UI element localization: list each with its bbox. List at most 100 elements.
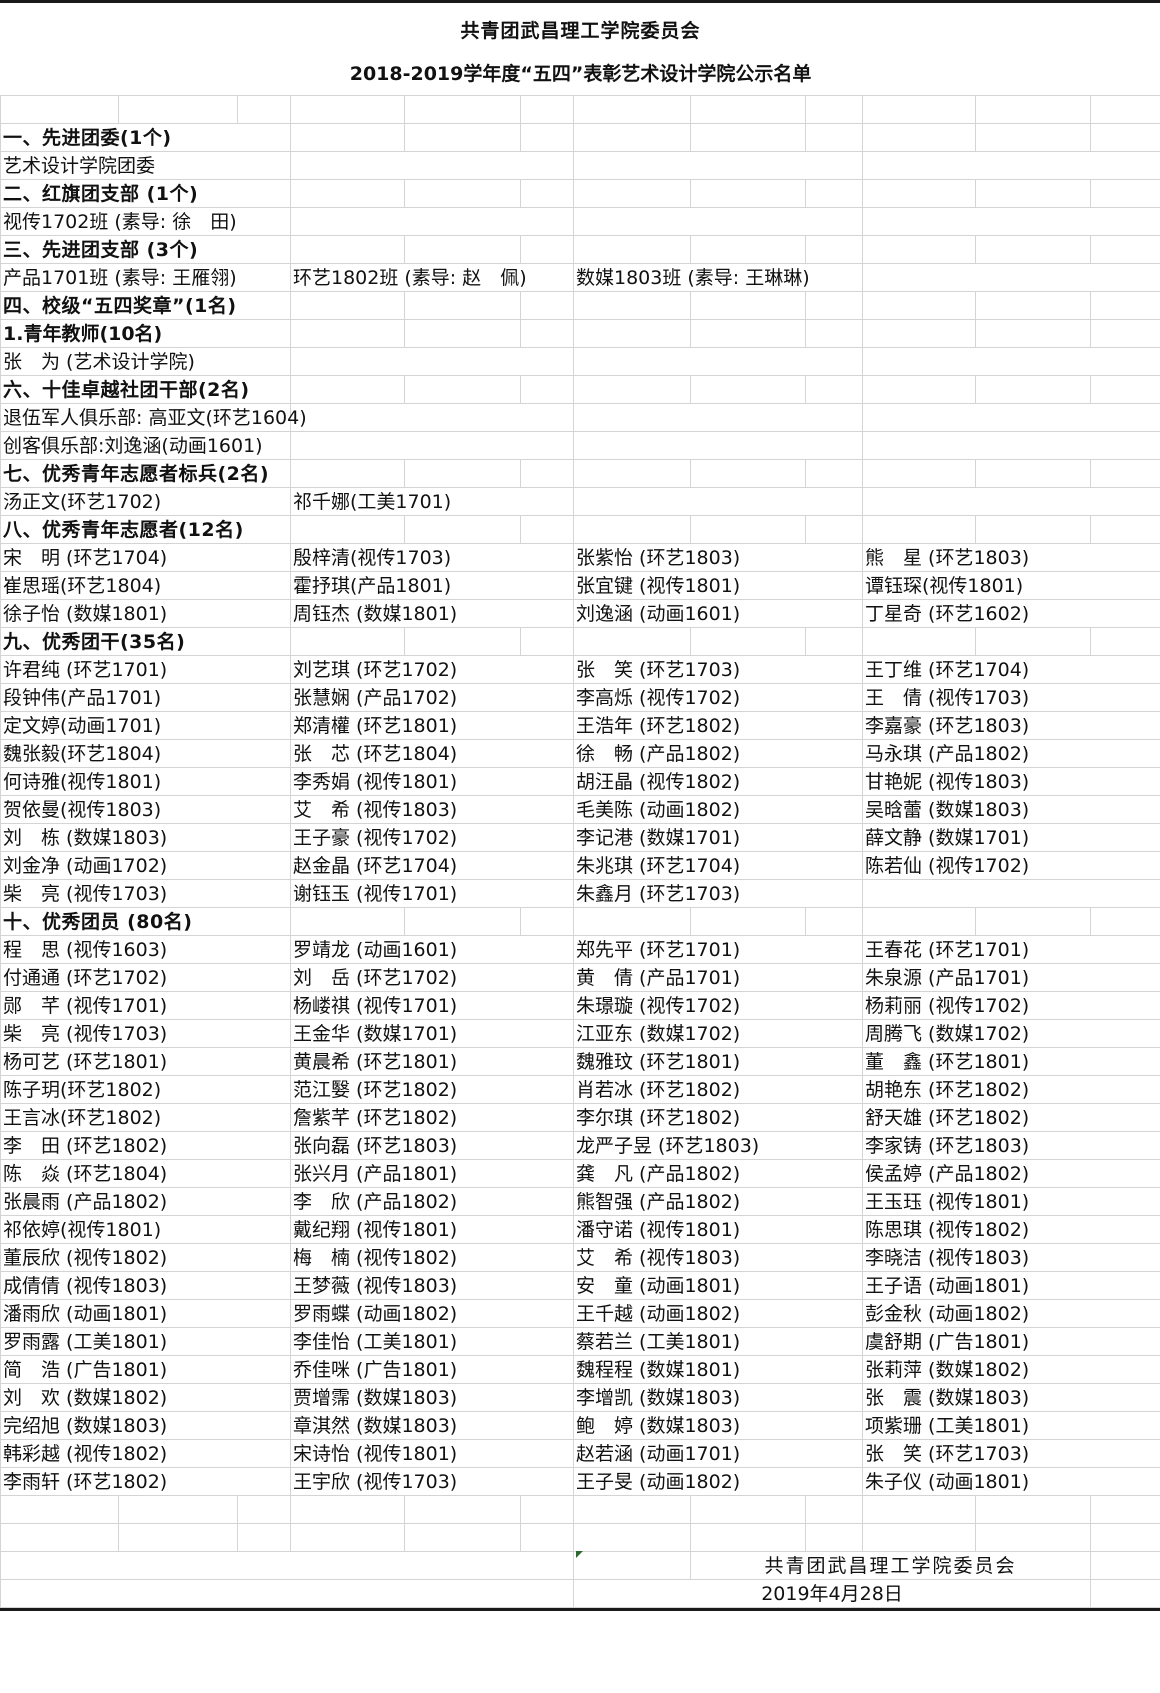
empty-cell[interactable] (690, 95, 806, 124)
award-name-cell[interactable]: 董辰欣 (视传1802) (0, 1243, 291, 1272)
award-name-cell[interactable]: 艾 希 (视传1803) (290, 795, 574, 824)
award-name-cell[interactable]: 艾 希 (视传1803) (573, 1243, 863, 1272)
empty-cell[interactable] (805, 627, 863, 656)
empty-cell[interactable] (0, 1579, 574, 1608)
award-name-cell[interactable]: 张宜键 (视传1801) (573, 571, 863, 600)
award-name-cell[interactable]: 杨可艺 (环艺1801) (0, 1047, 291, 1076)
empty-cell[interactable] (290, 403, 574, 432)
award-name-cell[interactable]: 张 为 (艺术设计学院) (0, 347, 291, 376)
award-name-cell[interactable]: 舒天雄 (环艺1802) (861, 1103, 1160, 1132)
award-name-cell[interactable]: 罗雨露 (工美1801) (0, 1327, 291, 1356)
award-name-cell[interactable]: 胡汪晶 (视传1802) (573, 767, 863, 796)
award-name-cell[interactable]: 李 田 (环艺1802) (0, 1131, 291, 1160)
award-name-cell[interactable]: 张慧娴 (产品1702) (290, 683, 574, 712)
award-name-cell[interactable]: 霍抒琪(产品1801) (290, 571, 574, 600)
award-name-cell[interactable]: 戴纪翔 (视传1801) (290, 1215, 574, 1244)
award-name-cell[interactable]: 李雨轩 (环艺1802) (0, 1467, 291, 1496)
award-name-cell[interactable]: 潘雨欣 (动画1801) (0, 1299, 291, 1328)
award-name-cell[interactable]: 丁星奇 (环艺1602) (861, 599, 1160, 628)
award-name-cell[interactable]: 虞舒期 (广告1801) (861, 1327, 1160, 1356)
award-name-cell[interactable]: 刘艺琪 (环艺1702) (290, 655, 574, 684)
award-name-cell[interactable]: 李高烁 (视传1702) (573, 683, 863, 712)
empty-cell[interactable] (237, 95, 291, 124)
award-name-cell[interactable]: 魏程程 (数媒1801) (573, 1355, 863, 1384)
empty-cell[interactable] (805, 1523, 863, 1552)
award-name-cell[interactable]: 创客俱乐部:刘逸涵(动画1601) (0, 431, 291, 460)
award-name-cell[interactable]: 定文婷(动画1701) (0, 711, 291, 740)
empty-cell[interactable] (862, 291, 976, 320)
empty-cell[interactable] (118, 1495, 238, 1524)
award-name-cell[interactable]: 李家铸 (环艺1803) (861, 1131, 1160, 1160)
empty-cell[interactable] (573, 403, 863, 432)
award-name-cell[interactable]: 薛文静 (数媒1701) (861, 823, 1160, 852)
empty-cell[interactable] (690, 1523, 806, 1552)
award-name-cell[interactable]: 数媒1803班 (素导: 王琳琳) (573, 263, 863, 292)
award-name-cell[interactable]: 熊智强 (产品1802) (573, 1187, 863, 1216)
empty-cell[interactable] (862, 375, 976, 404)
award-name-cell[interactable]: 刘逸涵 (动画1601) (573, 599, 863, 628)
award-name-cell[interactable]: 龚 凡 (产品1802) (573, 1159, 863, 1188)
award-name-cell[interactable]: 李佳怡 (工美1801) (290, 1327, 574, 1356)
award-name-cell[interactable]: 吴晗蕾 (数媒1803) (861, 795, 1160, 824)
empty-cell[interactable] (1089, 123, 1160, 152)
section-heading[interactable]: 六、十佳卓越社团干部(2名) (0, 375, 291, 404)
empty-cell[interactable] (573, 235, 691, 264)
empty-cell[interactable] (573, 291, 691, 320)
award-name-cell[interactable]: 祁依婷(视传1801) (0, 1215, 291, 1244)
empty-cell[interactable] (805, 291, 863, 320)
award-name-cell[interactable]: 崔思瑶(环艺1804) (0, 571, 291, 600)
award-name-cell[interactable]: 罗雨蝶 (动画1802) (290, 1299, 574, 1328)
award-name-cell[interactable]: 李增凯 (数媒1803) (573, 1383, 863, 1412)
empty-cell[interactable] (118, 1523, 238, 1552)
award-name-cell[interactable]: 范江嫛 (环艺1802) (290, 1075, 574, 1104)
empty-cell[interactable] (290, 375, 405, 404)
award-name-cell[interactable]: 视传1702班 (素导: 徐 田) (0, 207, 291, 236)
empty-cell[interactable] (1089, 459, 1160, 488)
empty-cell[interactable] (805, 1495, 863, 1524)
empty-cell[interactable] (0, 1523, 119, 1552)
empty-cell[interactable] (573, 207, 863, 236)
award-name-cell[interactable]: 朱璟璇 (视传1702) (573, 991, 863, 1020)
award-name-cell[interactable]: 郑清權 (环艺1801) (290, 711, 574, 740)
empty-cell[interactable] (975, 235, 1091, 264)
award-name-cell[interactable]: 章淇然 (数媒1803) (290, 1411, 574, 1440)
award-name-cell[interactable]: 王言冰(环艺1802) (0, 1103, 291, 1132)
award-name-cell[interactable]: 刘 岳 (环艺1702) (290, 963, 574, 992)
empty-cell[interactable] (862, 459, 976, 488)
award-name-cell[interactable]: 王子豪 (视传1702) (290, 823, 574, 852)
empty-cell[interactable] (290, 1495, 405, 1524)
empty-cell[interactable] (573, 627, 691, 656)
empty-cell[interactable] (861, 403, 1160, 432)
award-name-cell[interactable]: 徐 畅 (产品1802) (573, 739, 863, 768)
award-name-cell[interactable]: 刘 欢 (数媒1802) (0, 1383, 291, 1412)
empty-cell[interactable] (805, 235, 863, 264)
award-name-cell[interactable]: 殷梓清(视传1703) (290, 543, 574, 572)
empty-cell[interactable] (1089, 1579, 1160, 1608)
award-name-cell[interactable]: 柴 亮 (视传1703) (0, 879, 291, 908)
empty-cell[interactable] (861, 487, 1160, 516)
empty-cell[interactable] (404, 907, 521, 936)
empty-cell[interactable] (290, 1523, 405, 1552)
empty-cell[interactable] (520, 95, 574, 124)
empty-cell[interactable] (690, 907, 806, 936)
empty-cell[interactable] (573, 459, 691, 488)
section-heading[interactable]: 三、先进团支部 (3个) (0, 235, 291, 264)
empty-cell[interactable] (861, 347, 1160, 376)
empty-cell[interactable] (573, 179, 691, 208)
empty-cell[interactable] (975, 95, 1091, 124)
empty-cell[interactable] (520, 291, 574, 320)
empty-cell[interactable] (1089, 319, 1160, 348)
award-name-cell[interactable]: 许君纯 (环艺1701) (0, 655, 291, 684)
award-name-cell[interactable]: 段钟伟(产品1701) (0, 683, 291, 712)
empty-cell[interactable] (290, 907, 405, 936)
award-name-cell[interactable]: 肖若冰 (环艺1802) (573, 1075, 863, 1104)
award-name-cell[interactable]: 退伍军人俱乐部: 高亚文(环艺1604) (0, 403, 307, 432)
award-name-cell[interactable]: 魏雅玟 (环艺1801) (573, 1047, 863, 1076)
award-name-cell[interactable]: 李 欣 (产品1802) (290, 1187, 574, 1216)
award-name-cell[interactable]: 王宇欣 (视传1703) (290, 1467, 574, 1496)
empty-cell[interactable] (0, 1551, 574, 1580)
footer-date[interactable]: 2019年4月28日 (573, 1579, 1091, 1608)
empty-cell[interactable] (520, 123, 574, 152)
award-name-cell[interactable]: 李记港 (数媒1701) (573, 823, 863, 852)
award-name-cell[interactable]: 王子旻 (动画1802) (573, 1467, 863, 1496)
